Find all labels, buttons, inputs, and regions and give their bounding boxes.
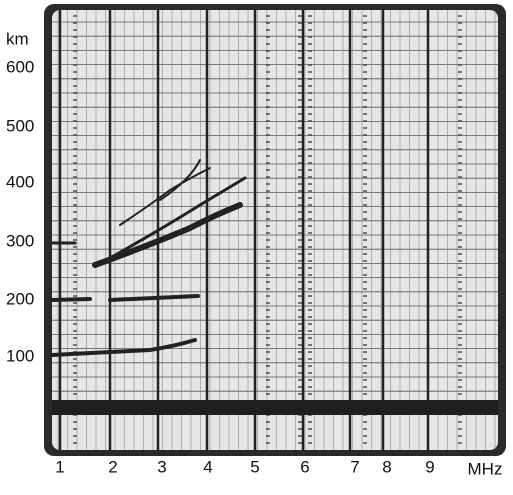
x-axis-unit: MHz bbox=[468, 459, 503, 478]
baseline-band bbox=[52, 400, 498, 415]
x-tick-label: 7 bbox=[350, 457, 359, 476]
echo-trace bbox=[108, 294, 200, 302]
x-tick-label: 2 bbox=[108, 457, 117, 476]
echo-trace bbox=[50, 338, 197, 357]
y-tick-label: 600 bbox=[6, 57, 34, 76]
x-tick-label: 5 bbox=[250, 457, 259, 476]
grid bbox=[52, 10, 498, 450]
labels: km 600 500 400 300 200 100 1 2 3 4 5 6 7 8 9 MHz bbox=[6, 29, 502, 478]
y-axis-unit: km bbox=[6, 29, 29, 48]
echo-trace bbox=[108, 176, 247, 260]
echo-traces bbox=[50, 159, 247, 357]
x-tick-label: 9 bbox=[425, 457, 434, 476]
echo-trace bbox=[50, 297, 92, 302]
echo-trace bbox=[92, 202, 243, 268]
x-tick-label: 6 bbox=[300, 457, 309, 476]
x-tick-label: 3 bbox=[157, 457, 166, 476]
film-area bbox=[52, 10, 498, 450]
echo-trace bbox=[119, 167, 211, 226]
x-tick-label: 1 bbox=[55, 457, 64, 476]
x-tick-label: 4 bbox=[203, 457, 212, 476]
x-tick-label: 8 bbox=[382, 457, 391, 476]
y-tick-label: 200 bbox=[6, 289, 34, 308]
y-tick-label: 500 bbox=[6, 116, 34, 135]
echo-trace bbox=[159, 159, 201, 201]
y-tick-label: 400 bbox=[6, 172, 34, 191]
y-tick-label: 100 bbox=[6, 346, 34, 365]
y-tick-label: 300 bbox=[6, 231, 34, 250]
